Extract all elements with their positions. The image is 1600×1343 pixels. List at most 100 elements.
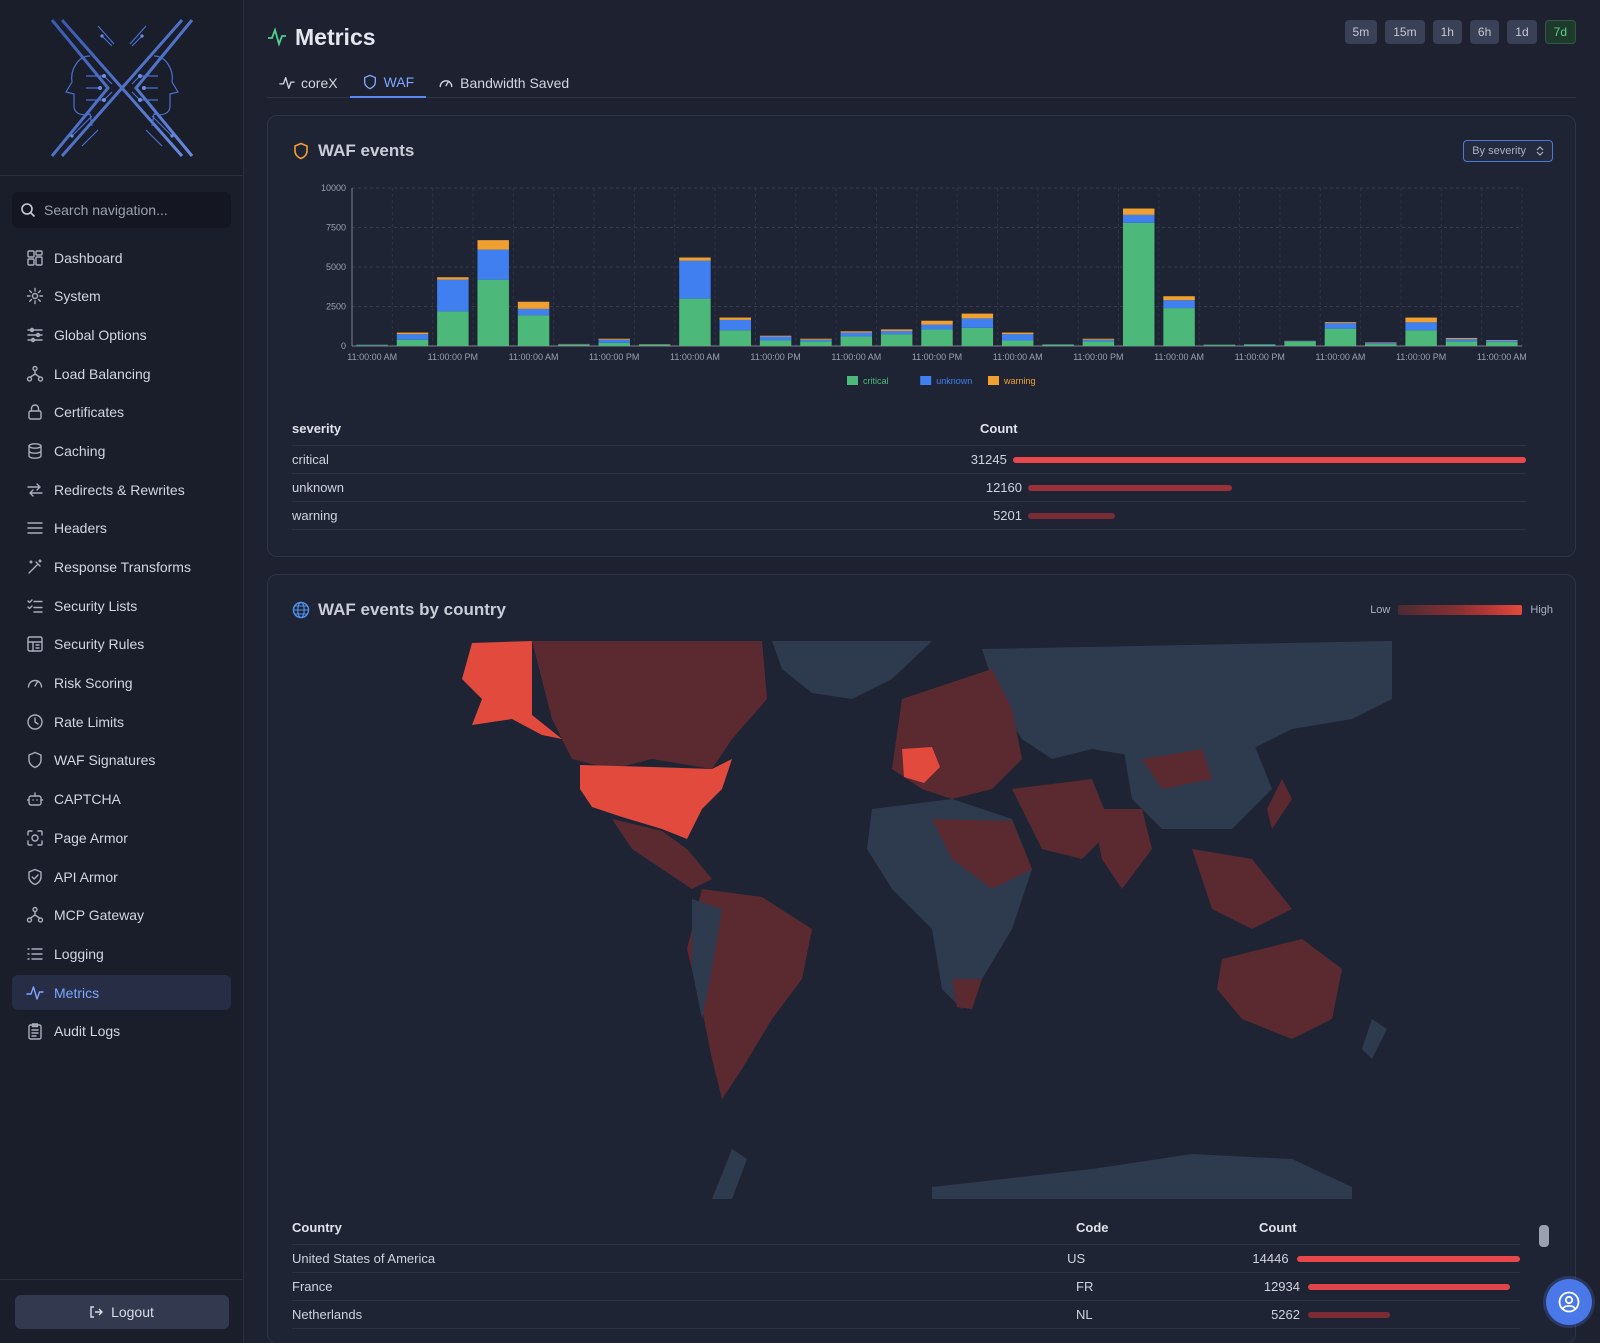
- bar-critical[interactable]: [961, 327, 994, 346]
- bar-critical[interactable]: [1001, 340, 1034, 346]
- bar-warning[interactable]: [1122, 208, 1155, 215]
- map-region-north-africa[interactable]: [932, 819, 1032, 889]
- map-region-japan[interactable]: [1267, 779, 1292, 829]
- country-column-header[interactable]: Country: [292, 1220, 342, 1235]
- bar-unknown[interactable]: [759, 336, 792, 341]
- sidebar-item-captcha[interactable]: CAPTCHA: [12, 782, 231, 817]
- table-row[interactable]: unknown 12160: [292, 474, 1526, 502]
- map-region-greenland[interactable]: [772, 641, 932, 699]
- bar-critical[interactable]: [840, 336, 873, 346]
- bar-unknown[interactable]: [1163, 300, 1195, 309]
- sidebar-item-caching[interactable]: Caching: [12, 433, 231, 468]
- bar-unknown[interactable]: [1486, 340, 1518, 343]
- bar-warning[interactable]: [517, 301, 550, 309]
- bar-unknown[interactable]: [1405, 322, 1437, 331]
- map-region-new-zealand[interactable]: [1362, 1019, 1387, 1059]
- sidebar-item-risk-scoring[interactable]: Risk Scoring: [12, 666, 231, 701]
- bar-warning[interactable]: [840, 331, 873, 333]
- map-region-france[interactable]: [902, 747, 940, 783]
- bar-critical[interactable]: [1405, 330, 1437, 346]
- bar-critical[interactable]: [517, 315, 550, 346]
- sidebar-item-waf-signatures[interactable]: WAF Signatures: [12, 743, 231, 778]
- bar-critical[interactable]: [558, 344, 590, 346]
- bar-critical[interactable]: [679, 298, 711, 346]
- bar-critical[interactable]: [759, 340, 792, 346]
- tab-waf[interactable]: WAF: [349, 67, 427, 98]
- bar-critical[interactable]: [638, 344, 671, 346]
- sidebar-item-security-lists[interactable]: Security Lists: [12, 588, 231, 623]
- logout-button[interactable]: Logout: [14, 1294, 229, 1329]
- bar-unknown[interactable]: [961, 318, 994, 328]
- table-row[interactable]: France FR 12934: [292, 1273, 1520, 1301]
- bar-unknown[interactable]: [1001, 334, 1034, 341]
- count-column-header[interactable]: Count: [980, 421, 1018, 436]
- bar-critical[interactable]: [800, 341, 832, 346]
- bar-critical[interactable]: [1203, 345, 1236, 346]
- sidebar-item-mcp-gateway[interactable]: MCP Gateway: [12, 898, 231, 933]
- bar-critical[interactable]: [1244, 344, 1276, 346]
- count-column-header[interactable]: Count: [1259, 1220, 1297, 1235]
- bar-unknown[interactable]: [1324, 323, 1357, 329]
- bar-warning[interactable]: [1445, 337, 1478, 339]
- bar-warning[interactable]: [1324, 322, 1357, 324]
- bar-warning[interactable]: [1082, 338, 1115, 340]
- map-region-russia[interactable]: [982, 641, 1392, 759]
- bar-warning[interactable]: [477, 240, 509, 250]
- legend-label-unknown[interactable]: unknown: [936, 376, 972, 386]
- bar-critical[interactable]: [356, 345, 388, 346]
- map-region-middle-east[interactable]: [1012, 779, 1112, 859]
- map-region-alaska[interactable]: [462, 641, 562, 739]
- bar-critical[interactable]: [1365, 344, 1397, 346]
- bar-warning[interactable]: [437, 277, 469, 280]
- bar-critical[interactable]: [1486, 342, 1518, 346]
- map-region-east-asia[interactable]: [1142, 749, 1212, 789]
- sidebar-item-response-transforms[interactable]: Response Transforms: [12, 550, 231, 585]
- map-region-canada[interactable]: [532, 641, 767, 769]
- bar-warning[interactable]: [679, 257, 711, 261]
- bar-unknown[interactable]: [880, 330, 913, 335]
- range-button-5m[interactable]: 5m: [1344, 20, 1378, 44]
- bar-critical[interactable]: [921, 329, 953, 346]
- tab-corex[interactable]: coreX: [267, 67, 350, 98]
- sidebar-item-global-options[interactable]: Global Options: [12, 317, 231, 352]
- sidebar-item-redirects-rewrites[interactable]: Redirects & Rewrites: [12, 472, 231, 507]
- range-button-7d[interactable]: 7d: [1544, 20, 1576, 44]
- user-menu-button[interactable]: [1546, 1279, 1592, 1325]
- sidebar-item-logging[interactable]: Logging: [12, 936, 231, 971]
- bar-critical[interactable]: [598, 342, 630, 346]
- bar-warning[interactable]: [759, 335, 792, 337]
- bar-critical[interactable]: [1082, 341, 1115, 346]
- group-by-select[interactable]: By severity: [1463, 140, 1553, 162]
- bar-warning[interactable]: [961, 313, 994, 319]
- bar-unknown[interactable]: [437, 279, 469, 312]
- bar-warning[interactable]: [1163, 296, 1195, 301]
- severity-column-header[interactable]: severity: [292, 421, 342, 436]
- search-input[interactable]: [44, 202, 224, 218]
- sidebar-item-dashboard[interactable]: Dashboard: [12, 240, 231, 275]
- bar-unknown[interactable]: [396, 334, 429, 340]
- sidebar-item-rate-limits[interactable]: Rate Limits: [12, 704, 231, 739]
- sidebar-item-certificates[interactable]: Certificates: [12, 395, 231, 430]
- bar-unknown[interactable]: [719, 319, 752, 331]
- map-region-southeast-asia[interactable]: [1192, 849, 1292, 929]
- bar-unknown[interactable]: [921, 324, 953, 330]
- bar-warning[interactable]: [921, 320, 953, 325]
- map-region-andes[interactable]: [692, 899, 722, 1019]
- bar-unknown[interactable]: [840, 332, 873, 337]
- sidebar-item-system[interactable]: System: [12, 279, 231, 314]
- map-region-south-africa[interactable]: [952, 979, 982, 1009]
- legend-label-critical[interactable]: critical: [863, 376, 889, 386]
- map-region-antarctic-peninsula[interactable]: [712, 1149, 747, 1199]
- bar-critical[interactable]: [1445, 341, 1478, 346]
- bar-critical[interactable]: [719, 330, 752, 346]
- bar-critical[interactable]: [1122, 222, 1155, 346]
- sidebar-item-security-rules[interactable]: Security Rules: [12, 627, 231, 662]
- table-row[interactable]: critical 31245: [292, 446, 1526, 474]
- bar-warning[interactable]: [800, 338, 832, 340]
- tab-bandwidth-saved[interactable]: Bandwidth Saved: [426, 67, 581, 98]
- bar-critical[interactable]: [880, 334, 913, 346]
- bar-warning[interactable]: [598, 338, 630, 340]
- map-region-antarctica[interactable]: [932, 1154, 1352, 1199]
- bar-critical[interactable]: [437, 311, 469, 346]
- table-row[interactable]: United States of America US 14446: [292, 1245, 1520, 1273]
